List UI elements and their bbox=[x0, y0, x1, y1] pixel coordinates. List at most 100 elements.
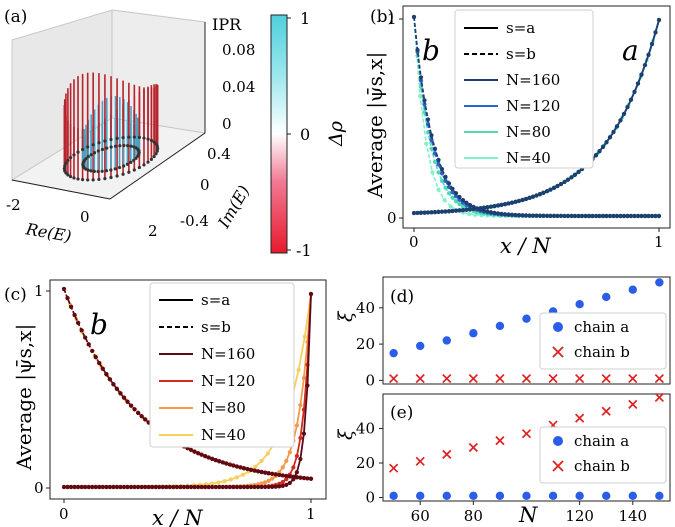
plot-frame-e bbox=[382, 393, 671, 502]
ytick-label: 20 bbox=[356, 454, 375, 472]
box-right-wall bbox=[111, 9, 206, 134]
point-N=160 bbox=[600, 213, 606, 219]
colorbar-label: Δρ bbox=[325, 120, 347, 147]
point-chain-a bbox=[575, 300, 584, 309]
legend-b bbox=[454, 9, 594, 169]
annotation-b-right: a bbox=[622, 34, 639, 67]
point-chain-b bbox=[415, 373, 425, 384]
ylabel-c: Average |ψ̄s,x| bbox=[12, 324, 37, 471]
stem-base-outer bbox=[156, 146, 160, 151]
stem-base-inner bbox=[132, 145, 136, 149]
legend-label-2: N=160 bbox=[506, 71, 560, 89]
stem-base-outer bbox=[109, 175, 113, 180]
point-N=160 bbox=[298, 475, 303, 480]
stem-base-inner bbox=[129, 144, 133, 148]
legend-marker-0 bbox=[553, 322, 563, 332]
xtick-label: 120 bbox=[565, 507, 594, 525]
point-chain-a bbox=[628, 285, 637, 294]
stem-base-outer bbox=[72, 153, 76, 157]
point-chain-a bbox=[628, 491, 637, 501]
stem-base-outer bbox=[109, 137, 113, 142]
stem-base-inner bbox=[104, 169, 109, 173]
colorbar-tick-label-2: 0 bbox=[300, 125, 310, 144]
stem-base-outer bbox=[132, 168, 136, 172]
z-tick-2: 0.04 bbox=[222, 78, 255, 96]
annotation-c-left: b bbox=[90, 308, 108, 341]
stem-base-outer bbox=[152, 140, 156, 144]
y-tick-3: -0.4 bbox=[180, 212, 209, 230]
legend-c bbox=[149, 282, 295, 448]
stem-base-outer bbox=[81, 147, 85, 152]
stem-base-outer bbox=[149, 138, 154, 142]
point-chain-a bbox=[575, 491, 584, 501]
point-chain-a bbox=[495, 321, 505, 331]
point-chain-a bbox=[495, 491, 505, 501]
stem-base-outer bbox=[115, 174, 119, 178]
point-chain-b bbox=[442, 373, 452, 384]
stem-base-outer bbox=[137, 165, 141, 170]
stem-base-outer bbox=[64, 161, 68, 165]
legend-marker-1 bbox=[552, 460, 564, 472]
stem-base-inner bbox=[125, 162, 130, 166]
point-chain-b bbox=[521, 373, 532, 384]
stem-base-outer bbox=[66, 158, 70, 163]
stem-base-outer bbox=[91, 143, 95, 147]
point-chain-a bbox=[389, 348, 398, 358]
point-chain-a bbox=[416, 491, 425, 501]
stem-base-outer bbox=[146, 137, 150, 141]
b-ytick-label-1: 1 bbox=[387, 10, 397, 28]
point-N=160 bbox=[611, 213, 616, 219]
legend-marker-1 bbox=[552, 346, 564, 358]
xticks-e: 60 80 120 140 bbox=[411, 501, 647, 525]
stem-base-outer bbox=[127, 135, 131, 139]
stem-base-inner bbox=[113, 144, 118, 148]
c-xtick-label-1: 0 bbox=[59, 505, 69, 523]
stems-group bbox=[62, 72, 160, 182]
point-chain-b bbox=[628, 399, 638, 409]
legend-label-0: s=a bbox=[201, 291, 230, 309]
stem-base-outer bbox=[127, 170, 131, 174]
legend-label-0: chain a bbox=[574, 318, 629, 336]
stem-base-outer bbox=[103, 177, 107, 181]
y-axis-line bbox=[109, 132, 206, 200]
legend-label-4: N=80 bbox=[506, 123, 551, 141]
stem-base-inner bbox=[129, 160, 133, 164]
stem-base-outer bbox=[121, 135, 125, 140]
stem-base-outer bbox=[152, 154, 156, 159]
ytick-label: 0 bbox=[365, 489, 375, 507]
stem-base-outer bbox=[142, 163, 146, 167]
point-chain-b bbox=[468, 442, 478, 453]
point-chain-a bbox=[522, 314, 531, 323]
stem-base-outer bbox=[63, 164, 67, 168]
point-N=160 bbox=[551, 213, 557, 218]
stem-base-inner bbox=[86, 155, 90, 159]
series-a-N=160 bbox=[413, 19, 660, 214]
point-N=160 bbox=[569, 213, 574, 219]
stem-base-inner bbox=[109, 168, 113, 172]
stem-base-inner bbox=[122, 164, 126, 168]
stem-base-outer bbox=[68, 175, 73, 179]
point-chain-b bbox=[601, 406, 611, 416]
point-N=160 bbox=[492, 210, 497, 215]
legend-d-items: chain a chain b bbox=[552, 318, 630, 361]
stem-base-outer bbox=[69, 156, 73, 160]
stem-base-outer bbox=[155, 149, 159, 153]
panel-label-a: (a) bbox=[4, 7, 27, 27]
plot-frame-b bbox=[402, 5, 671, 229]
zlabel-a: IPR bbox=[212, 15, 242, 34]
panel-a: (a) IPR 0.08 0.04 0 -2 0 2 0.4 0 -0.4 Re… bbox=[4, 7, 347, 260]
y-tick-1: 0.4 bbox=[207, 145, 231, 163]
xlabel-c: x / N bbox=[152, 506, 203, 527]
point-chain-a bbox=[442, 336, 451, 345]
stem-base-inner bbox=[96, 149, 100, 153]
ylabel-b: Average |ψ̄s,x| bbox=[363, 52, 388, 199]
stem-base-outer bbox=[66, 173, 70, 177]
point-N=160 bbox=[642, 213, 648, 219]
stem-base-inner bbox=[126, 144, 130, 148]
legend-label-4: N=80 bbox=[201, 399, 246, 417]
stem-base-outer bbox=[115, 136, 119, 140]
legend-label-1: s=b bbox=[201, 318, 231, 336]
stem-base-outer bbox=[132, 135, 136, 139]
point-N=160 bbox=[509, 212, 515, 217]
